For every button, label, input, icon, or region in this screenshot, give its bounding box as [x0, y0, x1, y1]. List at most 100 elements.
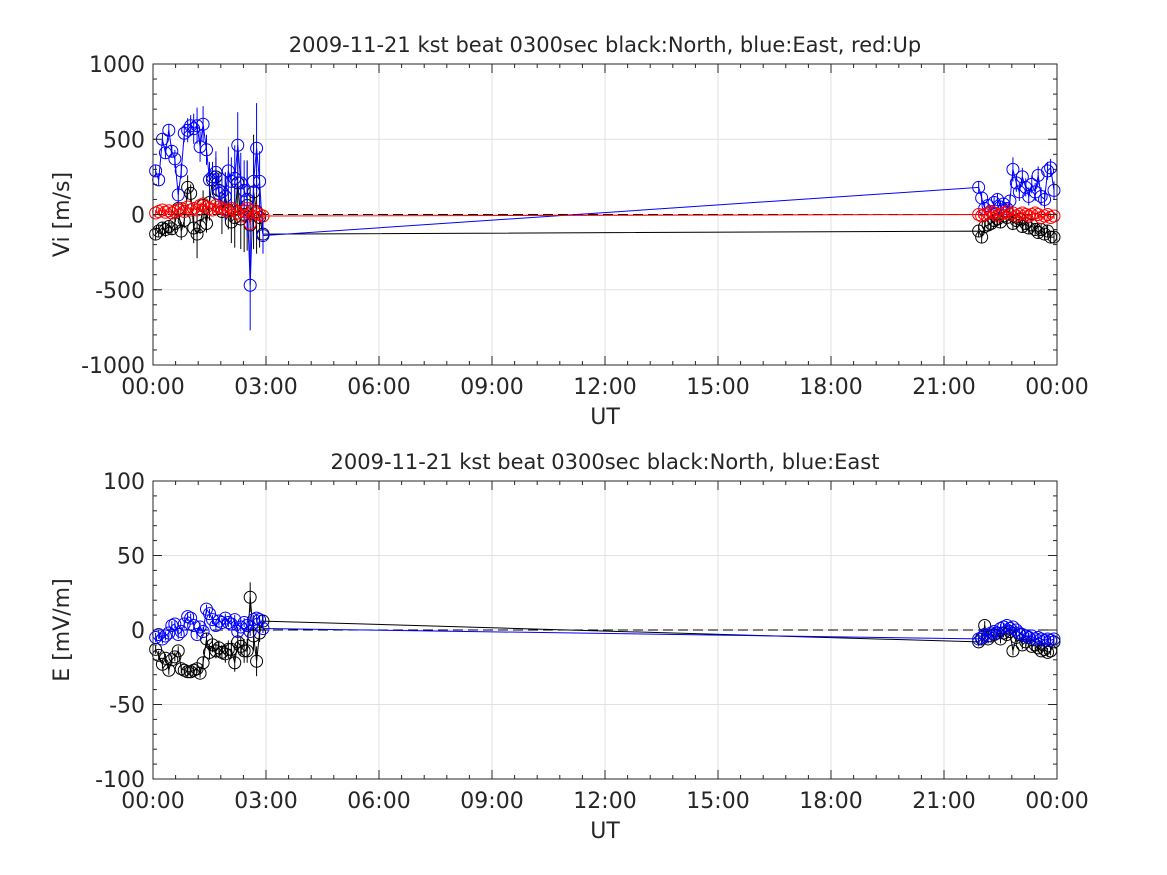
data-point [975, 230, 989, 244]
data-point [149, 206, 163, 220]
data-point [243, 217, 257, 231]
data-point [228, 656, 242, 670]
data-point [196, 197, 210, 211]
y-axis-label: Vi [m/s] [50, 172, 75, 257]
data-point [256, 622, 270, 636]
data-point [174, 624, 188, 638]
chart-title: 2009-11-21 kst beat 0300sec black:North,… [331, 450, 880, 474]
x-axis-label: UT [590, 405, 620, 430]
data-point [237, 616, 251, 630]
data-point [250, 611, 264, 625]
x-tick-label: 15:00 [686, 789, 749, 814]
data-point [199, 602, 213, 616]
x-tick-label: 00:00 [121, 789, 184, 814]
y-tick-label: -1000 [81, 354, 145, 379]
x-tick-label: 09:00 [460, 789, 523, 814]
x-tick-label: 18:00 [799, 375, 862, 400]
x-tick-label: 06:00 [347, 375, 410, 400]
data-point [1003, 194, 1017, 208]
data-point [1038, 192, 1052, 206]
x-tick-label: 00:00 [1025, 789, 1088, 814]
y-tick-label: 0 [131, 619, 145, 644]
data-point [149, 630, 163, 644]
data-point [243, 590, 257, 604]
data-point [162, 663, 176, 677]
y-tick-label: 50 [117, 545, 145, 570]
x-tick-label: 09:00 [460, 375, 523, 400]
data-point [237, 183, 251, 197]
data-point [162, 123, 176, 137]
y-axis-label: E [mV/m] [50, 578, 75, 681]
x-tick-label: 03:00 [234, 789, 297, 814]
x-tick-label: 18:00 [799, 789, 862, 814]
y-tick-label: 500 [103, 128, 145, 153]
data-point [199, 217, 213, 231]
data-point [1006, 162, 1020, 176]
x-tick-label: 21:00 [912, 789, 975, 814]
data-point [224, 215, 238, 229]
data-point [243, 624, 257, 638]
data-point [1041, 164, 1055, 178]
data-point [184, 611, 198, 625]
data-point [224, 174, 238, 188]
y-tick-label: 0 [131, 204, 145, 229]
data-point [1041, 645, 1055, 659]
data-point [256, 229, 270, 243]
data-point [193, 620, 207, 634]
x-tick-label: 03:00 [234, 375, 297, 400]
data-point [975, 191, 989, 205]
data-point [237, 644, 251, 658]
y-tick-label: -50 [109, 694, 145, 719]
data-point [237, 204, 251, 218]
x-tick-label: 00:00 [1025, 375, 1088, 400]
data-point [234, 209, 248, 223]
data-point [196, 656, 210, 670]
data-point [972, 180, 986, 194]
data-point [250, 141, 264, 155]
data-point [221, 642, 235, 656]
data-point [231, 138, 245, 152]
data-point [165, 619, 179, 633]
data-point [193, 666, 207, 680]
data-point [984, 204, 998, 218]
data-point [168, 650, 182, 664]
data-point [181, 610, 195, 624]
data-point [253, 626, 267, 640]
series-2 [149, 602, 1061, 647]
x-tick-label: 06:00 [347, 789, 410, 814]
data-point [1047, 230, 1061, 244]
data-point [177, 214, 191, 228]
y-tick-label: 1000 [89, 53, 145, 78]
x-tick-label: 12:00 [573, 789, 636, 814]
data-point [1034, 189, 1048, 203]
data-point [196, 624, 210, 638]
series-2 [149, 103, 1061, 331]
data-point [168, 152, 182, 166]
data-point [243, 278, 257, 292]
y-tick-label: -100 [95, 768, 145, 793]
data-point [190, 227, 204, 241]
series-3 [149, 197, 1061, 231]
chart-panel-2: 00:00 03:00 06:00 09:00 12:00 15:00 18:00 21:00… [50, 450, 1089, 844]
data-point [250, 654, 264, 668]
data-point [224, 617, 238, 631]
y-tick-label: 100 [103, 470, 145, 495]
chart-title: 2009-11-21 kst beat 0300sec black:North,… [289, 33, 922, 57]
data-point [196, 117, 210, 131]
chart-panel-1: 00:00 03:00 06:00 09:00 12:00 15:00 18:00 21:00… [50, 33, 1089, 430]
x-tick-label: 00:00 [121, 375, 184, 400]
x-tick-label: 21:00 [912, 375, 975, 400]
data-point [165, 653, 179, 667]
data-point [253, 613, 267, 627]
data-point [199, 143, 213, 157]
data-point [181, 180, 195, 194]
data-point [165, 144, 179, 158]
data-point [256, 209, 270, 223]
data-point [174, 224, 188, 238]
data-point [158, 629, 172, 643]
y-tick-label: -500 [95, 279, 145, 304]
data-point [171, 188, 185, 202]
x-axis-label: UT [590, 819, 620, 844]
